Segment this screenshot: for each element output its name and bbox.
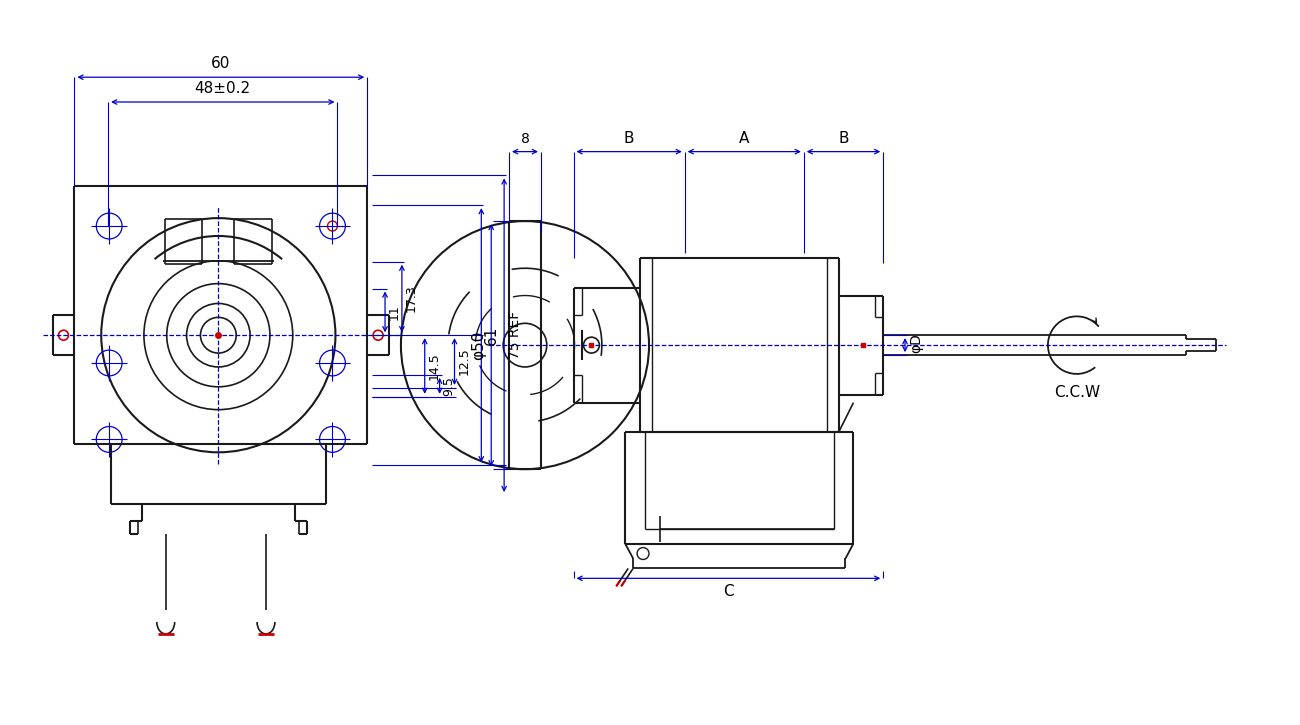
Text: C.C.W: C.C.W xyxy=(1053,385,1100,399)
Text: 14.5: 14.5 xyxy=(428,352,441,380)
Text: 11: 11 xyxy=(387,304,400,320)
Text: A: A xyxy=(740,130,750,146)
Text: 17.3: 17.3 xyxy=(404,285,417,312)
Text: 60: 60 xyxy=(211,57,230,71)
Text: B: B xyxy=(624,130,634,146)
Text: B: B xyxy=(838,130,849,146)
Text: 12.5: 12.5 xyxy=(458,347,471,376)
Text: 61: 61 xyxy=(485,326,499,345)
Text: 8: 8 xyxy=(520,132,529,146)
Text: φ50: φ50 xyxy=(472,331,486,360)
Text: 9.5: 9.5 xyxy=(442,376,455,396)
Text: C: C xyxy=(723,584,733,600)
Text: 48±0.2: 48±0.2 xyxy=(195,81,251,96)
Text: φD: φD xyxy=(909,334,923,353)
Text: 75 REF: 75 REF xyxy=(508,311,523,360)
